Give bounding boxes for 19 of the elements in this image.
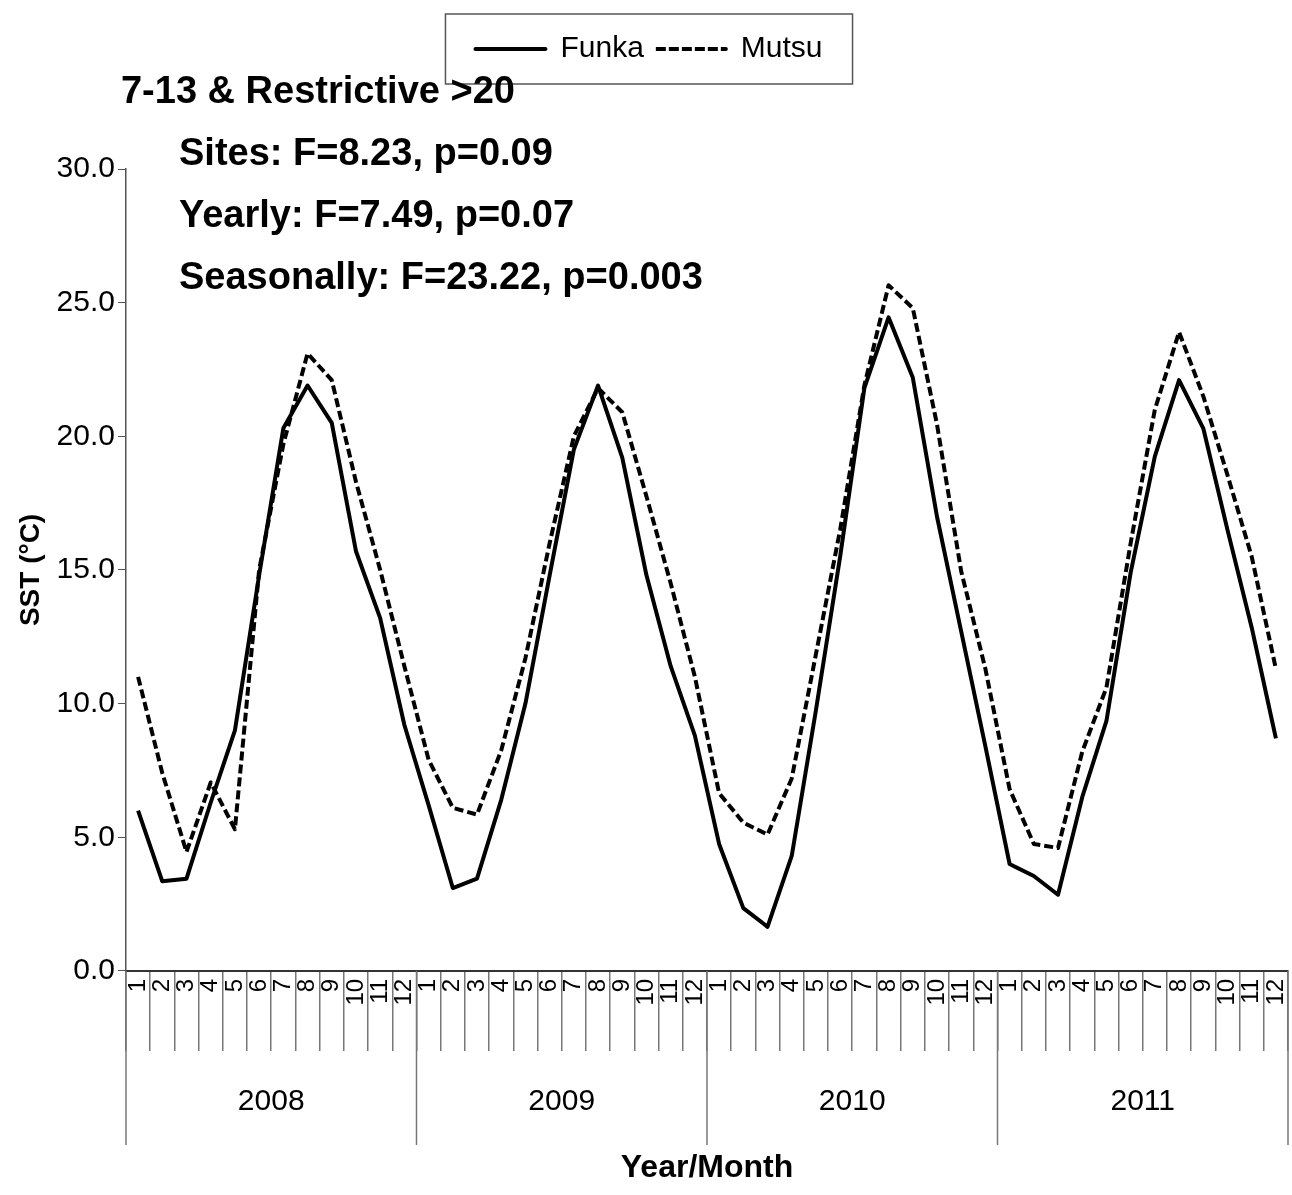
y-tick-label: 15.0 (56, 551, 115, 585)
y-tick-label: 20.0 (56, 417, 115, 451)
y-tick-label: 25.0 (56, 283, 115, 317)
annotation: Yearly: F=7.49, p=0.07 (178, 193, 575, 236)
y-tick-label: 30.0 (56, 150, 115, 184)
x-axis-title: Year/Month (620, 1147, 794, 1184)
annotation: Seasonally: F=23.22, p=0.003 (178, 255, 703, 298)
legend-label: Mutsu (740, 30, 823, 64)
legend-label: Funka (560, 30, 645, 64)
y-tick-label: 5.0 (73, 818, 115, 852)
annotation: Sites: F=8.23, p=0.09 (178, 131, 553, 174)
text: 2011 (1110, 1083, 1176, 1117)
y-tick-label: 10.0 (56, 684, 115, 718)
y-axis-title: SST (°C) (13, 513, 45, 627)
text: 2009 (528, 1083, 596, 1117)
text: 2010 (818, 1083, 886, 1117)
text: 2008 (237, 1083, 305, 1117)
text: 7-13 & Restrictive >20 (120, 69, 515, 112)
y-tick-label: 0.0 (73, 952, 115, 986)
